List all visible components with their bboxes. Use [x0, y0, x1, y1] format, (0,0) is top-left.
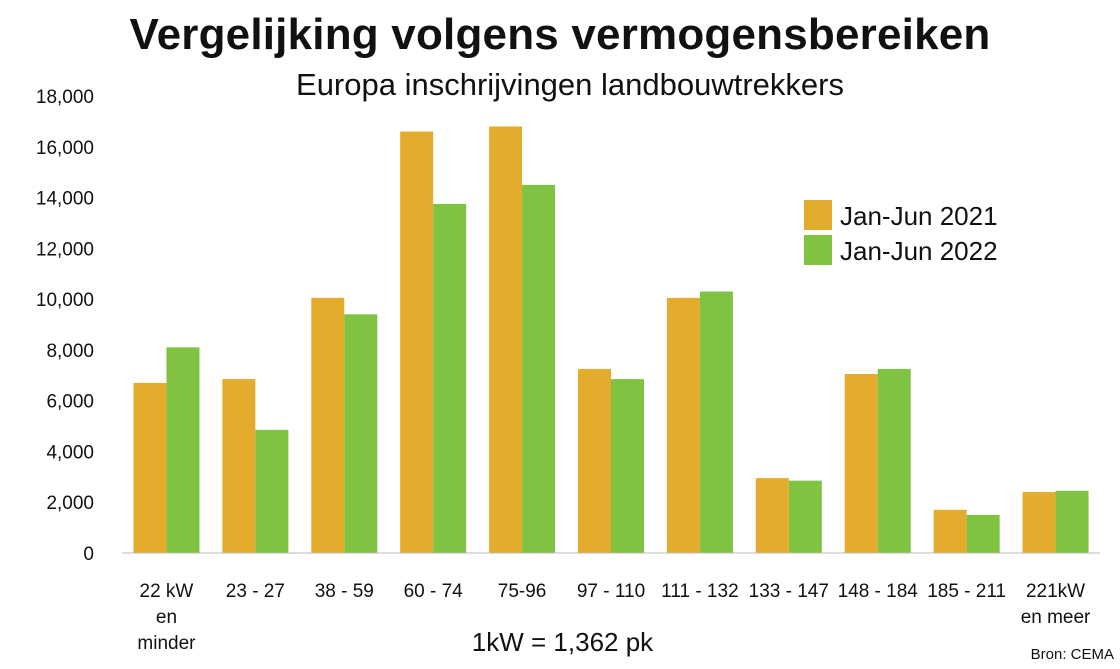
- legend-swatch: [804, 235, 832, 265]
- y-tick-label: 12,000: [36, 239, 94, 260]
- y-tick-label: 8,000: [46, 341, 94, 362]
- x-tick-label: 75-96: [498, 581, 547, 602]
- legend-label: Jan-Jun 2022: [840, 236, 998, 266]
- bar: [222, 379, 256, 553]
- bar: [666, 297, 700, 553]
- bar: [788, 480, 822, 553]
- x-tick-label: 60 - 74: [404, 581, 464, 602]
- bar: [1022, 492, 1056, 553]
- x-tick-label: 221kW en meer: [1021, 581, 1091, 628]
- bar: [255, 429, 289, 553]
- bar: [877, 368, 911, 553]
- source-label: Bron: CEMA: [1030, 646, 1114, 663]
- bar: [344, 314, 378, 553]
- bar: [433, 203, 467, 553]
- y-axis: 0 2,000 4,000 6,000 8,000 10,000 12,000 14,000 1…: [36, 87, 94, 565]
- bars: [133, 126, 1089, 554]
- bar: [489, 126, 523, 553]
- bar: [400, 131, 434, 554]
- x-tick-label: 111 - 132: [661, 581, 738, 602]
- y-tick-label: 18,000: [36, 87, 94, 108]
- x-tick-label: 133 - 147: [749, 581, 829, 602]
- y-tick-label: 6,000: [46, 392, 94, 413]
- conversion-note: 1kW = 1,362 pk: [471, 627, 654, 657]
- x-tick-label: 148 - 184: [838, 581, 919, 602]
- y-tick-label: 16,000: [36, 138, 94, 159]
- x-tick-label: 23 - 27: [226, 581, 285, 602]
- x-tick-label: 38 - 59: [315, 581, 374, 602]
- y-tick-label: 0: [83, 544, 94, 565]
- y-tick-label: 2,000: [46, 493, 94, 514]
- bar: [133, 382, 167, 553]
- chart-subtitle: Europa inschrijvingen landbouwtrekkers: [296, 67, 844, 102]
- x-tick-label: 22 kW en minder: [137, 581, 196, 654]
- bar: [966, 514, 1000, 553]
- bar: [844, 374, 878, 553]
- y-tick-label: 4,000: [46, 442, 94, 463]
- legend-swatch: [804, 200, 832, 230]
- chart-title: Vergelijking volgens vermogensbereiken: [129, 10, 991, 59]
- y-tick-label: 14,000: [36, 189, 94, 210]
- legend-label: Jan-Jun 2021: [840, 201, 998, 231]
- bar: [522, 184, 556, 553]
- bar: [578, 368, 611, 553]
- x-tick-label: 97 - 110: [577, 581, 645, 602]
- bar: [311, 297, 345, 553]
- bar: [611, 379, 644, 553]
- bar: [166, 347, 200, 553]
- bar: [755, 478, 789, 553]
- x-axis: 22 kW en minder 23 - 27 38 - 59 60 - 74 75-96 9…: [137, 581, 1091, 654]
- bar: [699, 291, 733, 553]
- bar: [933, 509, 967, 553]
- x-tick-label: 185 - 211: [927, 581, 1006, 602]
- y-tick-label: 10,000: [36, 290, 94, 311]
- legend: Jan-Jun 2021 Jan-Jun 2022: [804, 200, 998, 266]
- bar: [1055, 490, 1089, 553]
